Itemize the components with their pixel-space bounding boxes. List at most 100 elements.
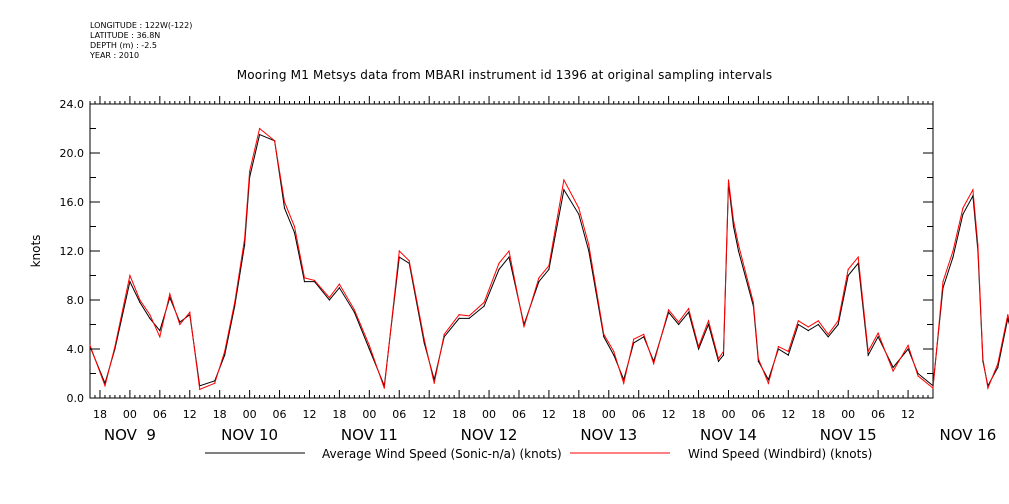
- series-point: [678, 321, 680, 323]
- series-point: [707, 320, 710, 322]
- series-point: [932, 387, 934, 389]
- x-hour-label: 00: [602, 408, 616, 421]
- series-point: [338, 287, 341, 289]
- x-hour-label: 18: [93, 408, 107, 421]
- series-point: [767, 382, 769, 384]
- series-point: [443, 333, 445, 335]
- x-day-label: NOV 12: [461, 426, 518, 444]
- series-point: [89, 344, 91, 346]
- series-point: [129, 281, 131, 283]
- x-hour-label: 00: [243, 408, 257, 421]
- metadata-block: LONGITUDE : 122W(-122) LATITUDE : 36.8N …: [90, 21, 192, 61]
- x-hour-label: 12: [302, 408, 316, 421]
- series-point: [877, 332, 879, 334]
- series-point: [149, 317, 151, 319]
- series-point: [867, 354, 869, 356]
- series-point: [244, 244, 246, 246]
- series-point: [468, 317, 470, 319]
- series-point: [678, 323, 680, 326]
- series-point: [169, 293, 171, 295]
- series-point: [827, 333, 829, 335]
- series-point: [258, 127, 261, 130]
- series-point: [972, 189, 974, 191]
- series-point: [283, 201, 286, 203]
- series-point: [293, 225, 296, 228]
- series-point: [408, 260, 410, 262]
- series-point: [603, 333, 605, 335]
- series-point: [328, 299, 331, 301]
- series-point: [707, 323, 710, 326]
- series-point: [1007, 314, 1009, 316]
- series-point: [149, 314, 151, 316]
- series-point: [987, 387, 989, 389]
- series-point: [214, 382, 216, 384]
- series-point: [603, 336, 605, 338]
- x-hour-label: 06: [632, 408, 646, 421]
- series-point: [139, 301, 141, 304]
- series-point: [313, 279, 316, 281]
- x-hour-label: 18: [811, 408, 825, 421]
- series-point: [498, 268, 500, 270]
- series-point: [952, 256, 954, 258]
- series-point: [717, 360, 720, 362]
- series-point: [668, 309, 670, 311]
- series-point: [588, 250, 590, 252]
- series-point: [867, 350, 869, 353]
- series-point: [727, 179, 730, 181]
- series-point: [423, 338, 425, 340]
- series-point: [942, 281, 944, 283]
- x-hour-label: 12: [662, 408, 676, 421]
- series-point: [433, 382, 435, 384]
- series-point: [508, 256, 510, 258]
- series-point: [483, 305, 485, 307]
- y-axis-title: knots: [29, 235, 43, 268]
- series-point: [258, 134, 261, 136]
- series-point: [982, 358, 984, 360]
- x-hour-label: 00: [362, 408, 376, 421]
- x-hour-label: 06: [273, 408, 287, 421]
- series-point: [398, 250, 400, 252]
- series-point: [353, 309, 355, 311]
- series-point: [224, 350, 226, 353]
- series-point: [907, 344, 909, 346]
- series-point: [977, 244, 979, 246]
- series-point: [224, 354, 226, 356]
- x-day-label: NOV 10: [221, 426, 278, 444]
- series-point: [383, 387, 385, 389]
- series-point: [687, 311, 690, 313]
- series-point: [687, 307, 690, 310]
- x-hour-label: 18: [452, 408, 466, 421]
- series-point: [234, 301, 236, 304]
- series-point: [199, 388, 201, 391]
- series-point: [538, 277, 540, 279]
- series-point: [159, 336, 161, 338]
- y-tick-label: 20.0: [60, 147, 85, 160]
- series-point: [717, 358, 720, 360]
- x-hour-label: 00: [841, 408, 855, 421]
- series-point: [777, 345, 779, 348]
- series-point: [787, 354, 789, 356]
- x-hour-label: 18: [692, 408, 706, 421]
- series-point: [697, 348, 700, 350]
- series-point: [737, 250, 740, 252]
- series-point: [623, 382, 625, 384]
- longitude-text: LONGITUDE : 122W(-122): [90, 21, 193, 30]
- series-point: [892, 370, 894, 372]
- y-tick-label: 16.0: [60, 196, 85, 209]
- series-point: [722, 354, 725, 356]
- series-point: [338, 283, 341, 285]
- series-point: [817, 320, 819, 322]
- x-hour-label: 18: [572, 408, 586, 421]
- y-tick-label: 0.0: [67, 392, 85, 405]
- year-text: YEAR : 2010: [90, 51, 140, 60]
- x-day-label: NOV 13: [580, 426, 637, 444]
- series-point: [837, 323, 839, 326]
- series-point: [548, 265, 550, 267]
- series-point: [962, 213, 964, 215]
- series-point: [907, 348, 909, 350]
- series-point: [732, 219, 735, 221]
- x-day-label: NOV 15: [820, 426, 877, 444]
- series-point: [563, 179, 565, 181]
- series-point: [643, 333, 645, 335]
